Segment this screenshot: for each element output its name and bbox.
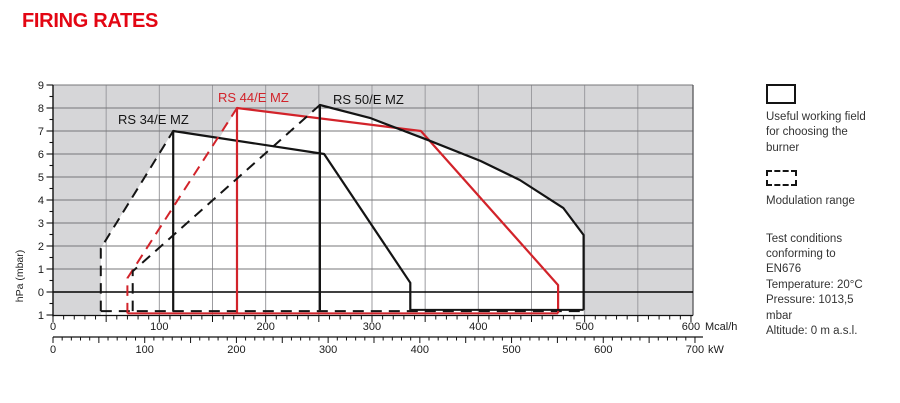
mcal-axis-unit: Mcal/h <box>705 321 737 333</box>
working-field-line <box>318 103 585 311</box>
mcal-tick-label: 300 <box>363 321 381 333</box>
test-conditions-notes: Test conditions conforming to EN676 Temp… <box>766 232 863 338</box>
kw-tick-label: 0 <box>50 344 56 356</box>
y-tick-label: 6 <box>38 149 44 161</box>
kw-axis-unit: kW <box>708 344 725 356</box>
y-tick-label: 9 <box>38 80 44 92</box>
modulation-range-line <box>131 104 321 312</box>
chart-legend: Useful working field for choosing the bu… <box>766 84 898 339</box>
kw-tick-label: 300 <box>319 344 337 356</box>
working-field-label: Useful working field for choosing the bu… <box>766 111 866 154</box>
series-label: RS 44/E MZ <box>218 90 289 105</box>
mcal-tick-label: 600 <box>682 321 700 333</box>
y-tick-label: 7 <box>38 126 44 138</box>
working-envelope <box>100 105 584 316</box>
y-tick-label: 1 <box>38 310 44 322</box>
series-label: RS 34/E MZ <box>118 112 189 127</box>
y-tick-label: 8 <box>38 103 44 115</box>
working-field-line <box>172 129 412 312</box>
modulation-range-line <box>126 107 238 314</box>
y-tick-label: 0 <box>38 287 44 299</box>
series-label: RS 50/E MZ <box>333 92 404 107</box>
kw-tick-label: 600 <box>594 344 612 356</box>
mcal-tick-label: 0 <box>50 321 56 333</box>
kw-tick-label: 500 <box>502 344 520 356</box>
y-tick-label: 2 <box>38 241 44 253</box>
kw-tick-label: 100 <box>136 344 154 356</box>
y-tick-label: 3 <box>38 218 44 230</box>
modulation-range-swatch-icon <box>766 170 797 187</box>
mcal-tick-label: 500 <box>575 321 593 333</box>
modulation-range-line <box>99 130 175 312</box>
y-tick-label: 1 <box>38 264 44 276</box>
kw-tick-label: 200 <box>227 344 245 356</box>
kw-tick-label: 700 <box>686 344 704 356</box>
y-axis-title: hPa (mbar) <box>14 250 26 303</box>
mcal-tick-label: 400 <box>469 321 487 333</box>
modulation-range-label: Modulation range <box>766 195 855 208</box>
working-field-line <box>235 106 560 314</box>
kw-tick-label: 400 <box>411 344 429 356</box>
y-tick-label: 4 <box>38 195 44 207</box>
mcal-tick-label: 200 <box>256 321 274 333</box>
page-title: FIRING RATES <box>22 10 159 32</box>
working-field-swatch-icon <box>766 84 796 104</box>
y-tick-label: 5 <box>38 172 44 184</box>
mcal-tick-label: 100 <box>150 321 168 333</box>
